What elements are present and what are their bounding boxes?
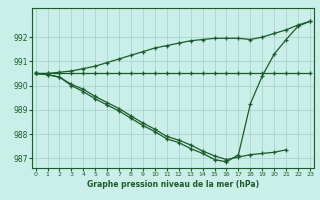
X-axis label: Graphe pression niveau de la mer (hPa): Graphe pression niveau de la mer (hPa)	[87, 180, 259, 189]
